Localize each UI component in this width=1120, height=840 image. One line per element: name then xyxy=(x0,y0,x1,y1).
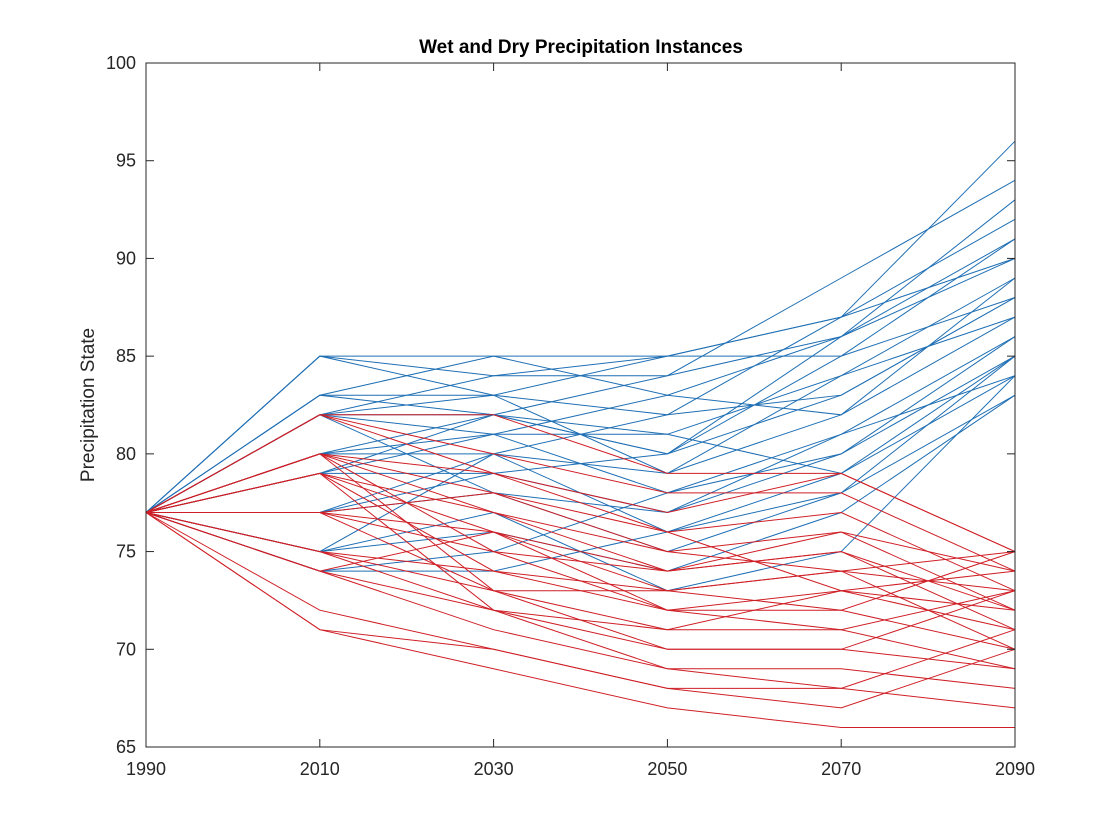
y-tick-label: 100 xyxy=(106,53,136,73)
x-tick-label: 2050 xyxy=(647,759,687,779)
x-tick-label: 1990 xyxy=(126,759,166,779)
y-tick-label: 65 xyxy=(116,737,136,757)
x-tick-label: 2030 xyxy=(474,759,514,779)
dry-series-line-49 xyxy=(145,453,1016,611)
y-axis: 65 70 75 80 85 90 95 100 xyxy=(106,53,1015,757)
y-tick-label: 75 xyxy=(116,542,136,562)
y-tick-label: 90 xyxy=(116,248,136,268)
y-tick-label: 95 xyxy=(116,151,136,171)
axes-box xyxy=(145,62,1016,748)
dry-series-line-43 xyxy=(145,414,1016,611)
x-tick-label: 2070 xyxy=(821,759,861,779)
dry-series-line-48 xyxy=(145,472,1016,689)
dry-series-line-50 xyxy=(146,512,1016,592)
dry-series-line-46 xyxy=(145,512,1016,631)
y-tick-label: 70 xyxy=(116,639,136,659)
y-axis-label: Precipitation State xyxy=(78,328,99,482)
dry-series-line-40 xyxy=(145,512,1016,709)
y-tick-label: 85 xyxy=(116,346,136,366)
x-tick-label: 2010 xyxy=(300,759,340,779)
x-tick-label: 2090 xyxy=(995,759,1035,779)
chart-title: Wet and Dry Precipitation Instances xyxy=(419,37,743,58)
plot-lines xyxy=(145,140,1016,728)
dry-series-line-47 xyxy=(145,512,1016,631)
y-tick-label: 80 xyxy=(116,444,136,464)
x-axis: 1990 2010 2030 2050 2070 2090 xyxy=(126,63,1035,779)
